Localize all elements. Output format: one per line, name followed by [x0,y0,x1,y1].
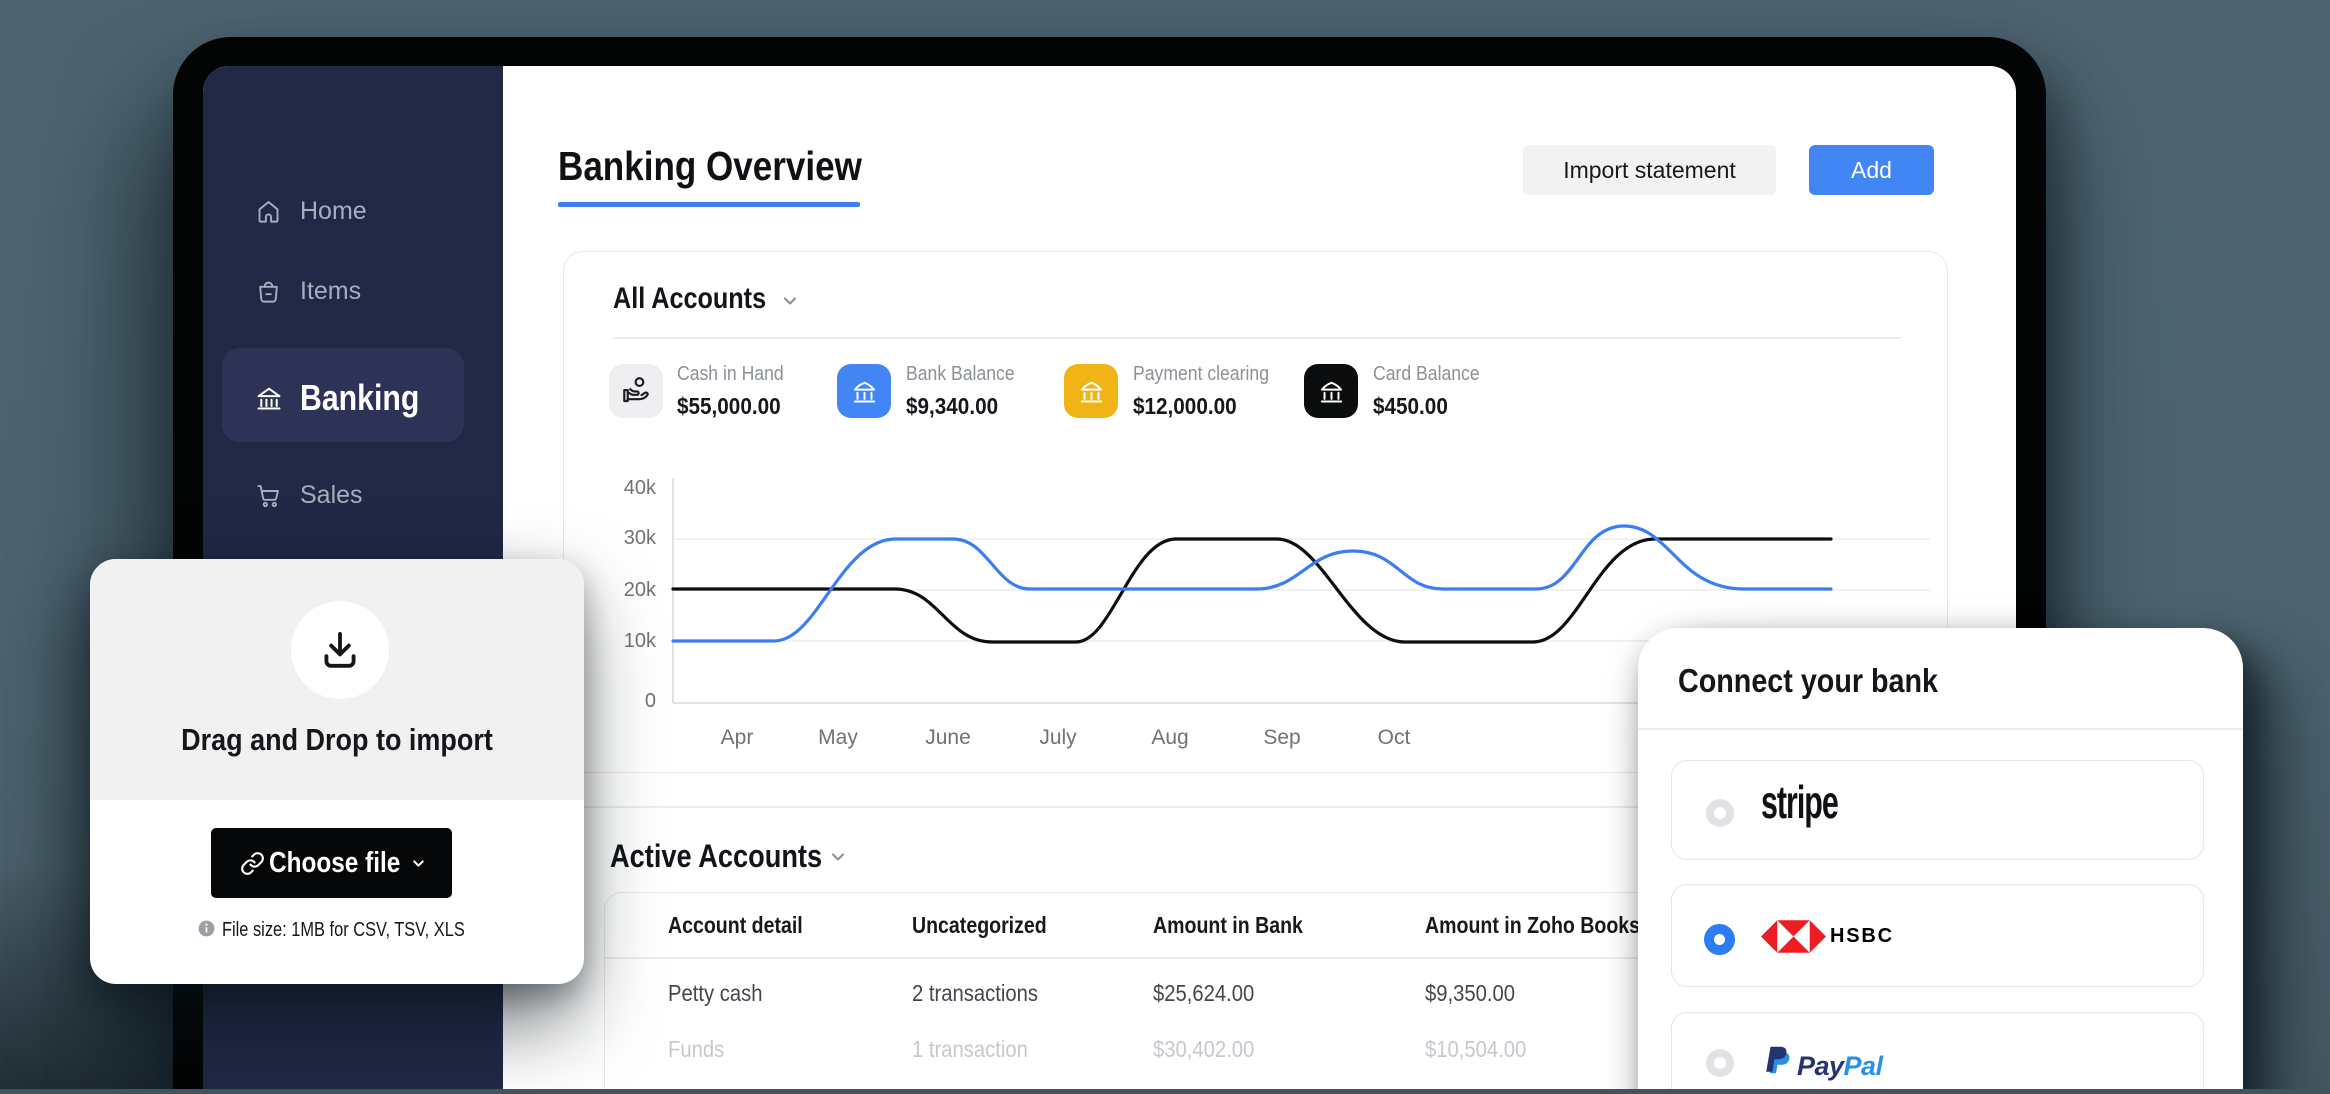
svg-text:May: May [818,726,858,749]
svg-text:Aug: Aug [1151,726,1188,749]
svg-text:June: June [925,726,971,749]
svg-text:Oct: Oct [1378,726,1411,749]
svg-text:20k: 20k [624,579,657,601]
svg-text:0: 0 [645,690,656,712]
svg-text:July: July [1039,726,1077,749]
svg-text:Sep: Sep [1263,726,1300,749]
svg-text:30k: 30k [624,527,657,549]
svg-text:10k: 10k [624,630,657,652]
svg-text:Apr: Apr [721,726,754,749]
svg-text:40k: 40k [624,477,657,499]
